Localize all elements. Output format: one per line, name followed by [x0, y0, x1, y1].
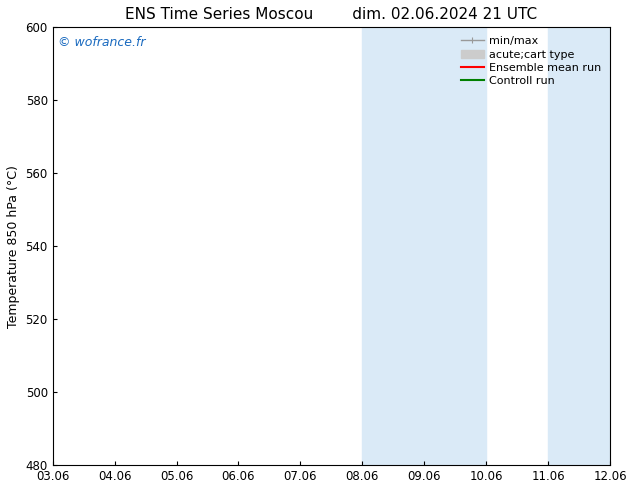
Title: ENS Time Series Moscou        dim. 02.06.2024 21 UTC: ENS Time Series Moscou dim. 02.06.2024 2… — [126, 7, 538, 22]
Y-axis label: Temperature 850 hPa (°C): Temperature 850 hPa (°C) — [7, 165, 20, 328]
Bar — [548, 27, 611, 465]
Bar — [363, 27, 486, 465]
Legend: min/max, acute;cart type, Ensemble mean run, Controll run: min/max, acute;cart type, Ensemble mean … — [458, 33, 605, 90]
Text: © wofrance.fr: © wofrance.fr — [58, 36, 146, 49]
